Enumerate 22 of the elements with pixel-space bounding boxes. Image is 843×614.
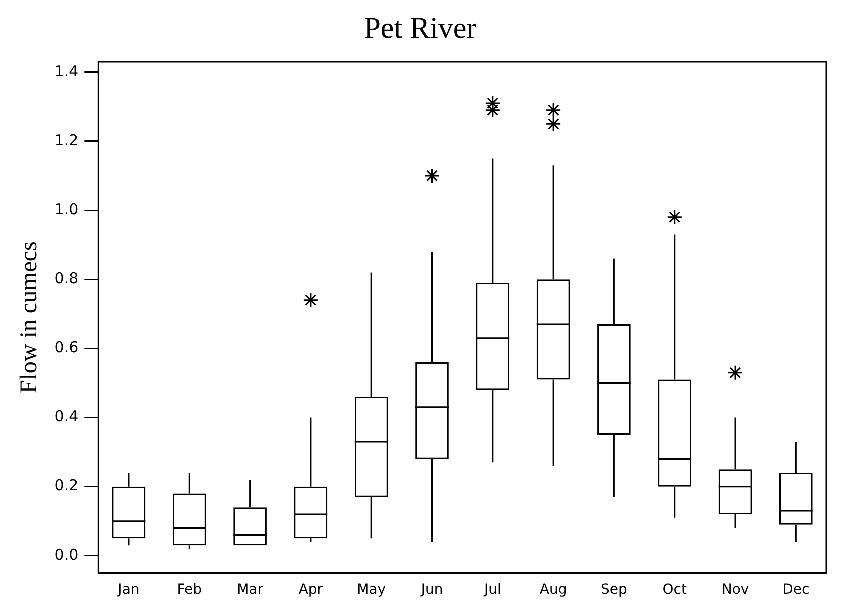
- y-tick-label: 0.6: [54, 338, 79, 357]
- x-tick-label: May: [357, 582, 386, 598]
- x-tick-label: Apr: [298, 582, 324, 598]
- chart-title: Pet River: [364, 12, 477, 45]
- x-tick-label: Mar: [237, 582, 264, 598]
- y-axis-title: Flow in cumecs: [16, 242, 43, 394]
- x-tick-label: Sep: [601, 582, 628, 598]
- x-tick-label: Jan: [117, 582, 140, 598]
- x-tick-label: Nov: [722, 582, 750, 598]
- y-tick-label: 1.4: [54, 62, 79, 80]
- y-tick-label: 0.8: [54, 269, 79, 288]
- y-tick-label: 0.0: [54, 546, 79, 564]
- x-tick-label: Jun: [420, 582, 444, 598]
- x-tick-label: Oct: [662, 582, 688, 598]
- x-tick-label: Aug: [540, 582, 568, 598]
- y-tick-label: 0.2: [54, 476, 79, 495]
- y-tick-label: 1.2: [54, 131, 79, 150]
- x-tick-label: Jul: [483, 582, 502, 598]
- y-tick-label: 1.0: [54, 200, 79, 218]
- x-tick-label: Feb: [177, 582, 202, 598]
- x-tick-label: Dec: [782, 582, 810, 598]
- y-tick-label: 0.4: [54, 408, 79, 426]
